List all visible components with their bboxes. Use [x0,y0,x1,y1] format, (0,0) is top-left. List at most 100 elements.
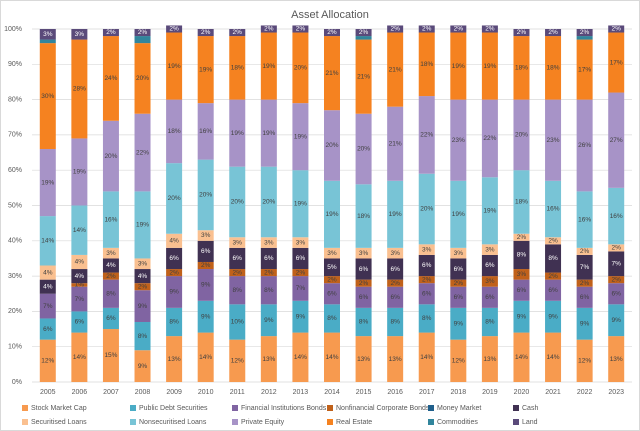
data-label: 16% [104,216,117,223]
x-tick-label: 2010 [198,389,214,396]
x-tick-label: 2016 [387,389,403,396]
bar-segment [545,36,562,100]
bar-segment [576,286,593,308]
data-label: 9% [454,320,464,327]
data-label: 6% [327,290,337,297]
bar-segment [166,32,183,100]
data-label: 20% [104,153,117,160]
data-label: 19% [294,133,307,140]
bar-segment [387,25,404,33]
data-label: 18% [168,128,181,135]
bar-segment [134,283,151,291]
data-label: 4% [43,269,53,276]
bar-segment [39,339,56,382]
bar-segment [260,99,277,167]
data-label: 9% [612,317,622,324]
data-label: 12% [41,358,54,365]
data-label: 2% [580,280,590,287]
x-tick-label: 2011 [230,389,245,396]
bar-segment [481,244,498,255]
bar-segment [481,254,498,277]
x-tick-label: 2023 [608,389,624,396]
bar-segment [229,166,246,238]
data-label: 19% [483,63,496,70]
data-label: 18% [357,213,370,220]
data-label: 21% [357,73,370,80]
bar-segment [576,247,593,255]
data-label: 16% [199,128,212,135]
bar-segment [324,247,340,259]
y-tick-label: 0% [12,379,22,386]
data-label: 5% [327,264,337,271]
y-tick-label: 70% [8,132,22,139]
legend-label: Commodities [437,419,478,426]
bar-segment [71,283,88,287]
bar-segment [481,307,498,337]
data-label: 2% [517,29,527,36]
bar-segment [324,276,340,284]
legend-label: Cash [522,405,538,412]
bar-segment [355,36,372,40]
data-label: 2% [612,276,622,283]
bar-segment [229,339,246,382]
bar-segment [418,244,435,255]
data-label: 9% [264,317,274,324]
bar-segment [229,269,246,277]
data-label: 6% [454,294,464,301]
data-label: 3% [138,260,148,267]
y-tick-label: 50% [8,202,22,209]
data-label: 20% [420,206,433,213]
bar-segment [102,120,119,192]
bar-segment [134,321,151,351]
x-tick-label: 2019 [482,389,498,396]
bar-segment [545,272,562,280]
bar-segment [545,29,562,37]
bar-segment [102,191,119,248]
bar-segment [166,276,183,308]
bar-segment [418,32,435,97]
data-label: 8% [548,255,558,262]
data-label: 20% [515,132,528,139]
data-label: 6% [201,248,211,255]
bar-segment [229,276,246,305]
x-tick-label: 2007 [103,389,119,396]
data-label: 16% [547,206,560,213]
data-label: 16% [578,216,591,223]
bar-segment [608,32,625,93]
data-label: 2% [580,29,590,36]
bar-segment [71,269,88,284]
data-label: 3% [454,250,464,257]
data-label: 2% [201,29,211,36]
bar-segment [418,304,435,333]
bar-segment [39,265,56,280]
bar-segment [134,350,151,382]
data-label: 7% [43,303,53,310]
data-label: 7% [580,264,590,271]
bar-segment [229,99,246,167]
bar-segment [576,339,593,382]
data-label: 4% [106,262,116,269]
data-label: 6% [75,319,85,326]
bar-segment [324,29,340,37]
bar-segment [166,269,183,277]
bar-segment [450,247,467,259]
bar-segment [576,279,593,287]
bar-segment [260,269,277,277]
bar-segment [197,29,214,37]
data-label: 14% [547,354,560,361]
legend-swatch [513,405,519,411]
data-label: 14% [73,354,86,361]
bar-segment [197,261,214,270]
data-label: 20% [325,142,338,149]
bar-segment [608,244,625,252]
data-label: 13% [389,356,402,363]
bar-segment [481,32,498,100]
data-label: 8% [517,252,527,259]
bar-segment [39,279,56,294]
y-tick-label: 100% [4,26,22,33]
bar-segment [71,311,88,333]
data-label: 8% [138,333,148,340]
data-label: 2% [485,26,495,33]
bar-segment [513,300,530,333]
